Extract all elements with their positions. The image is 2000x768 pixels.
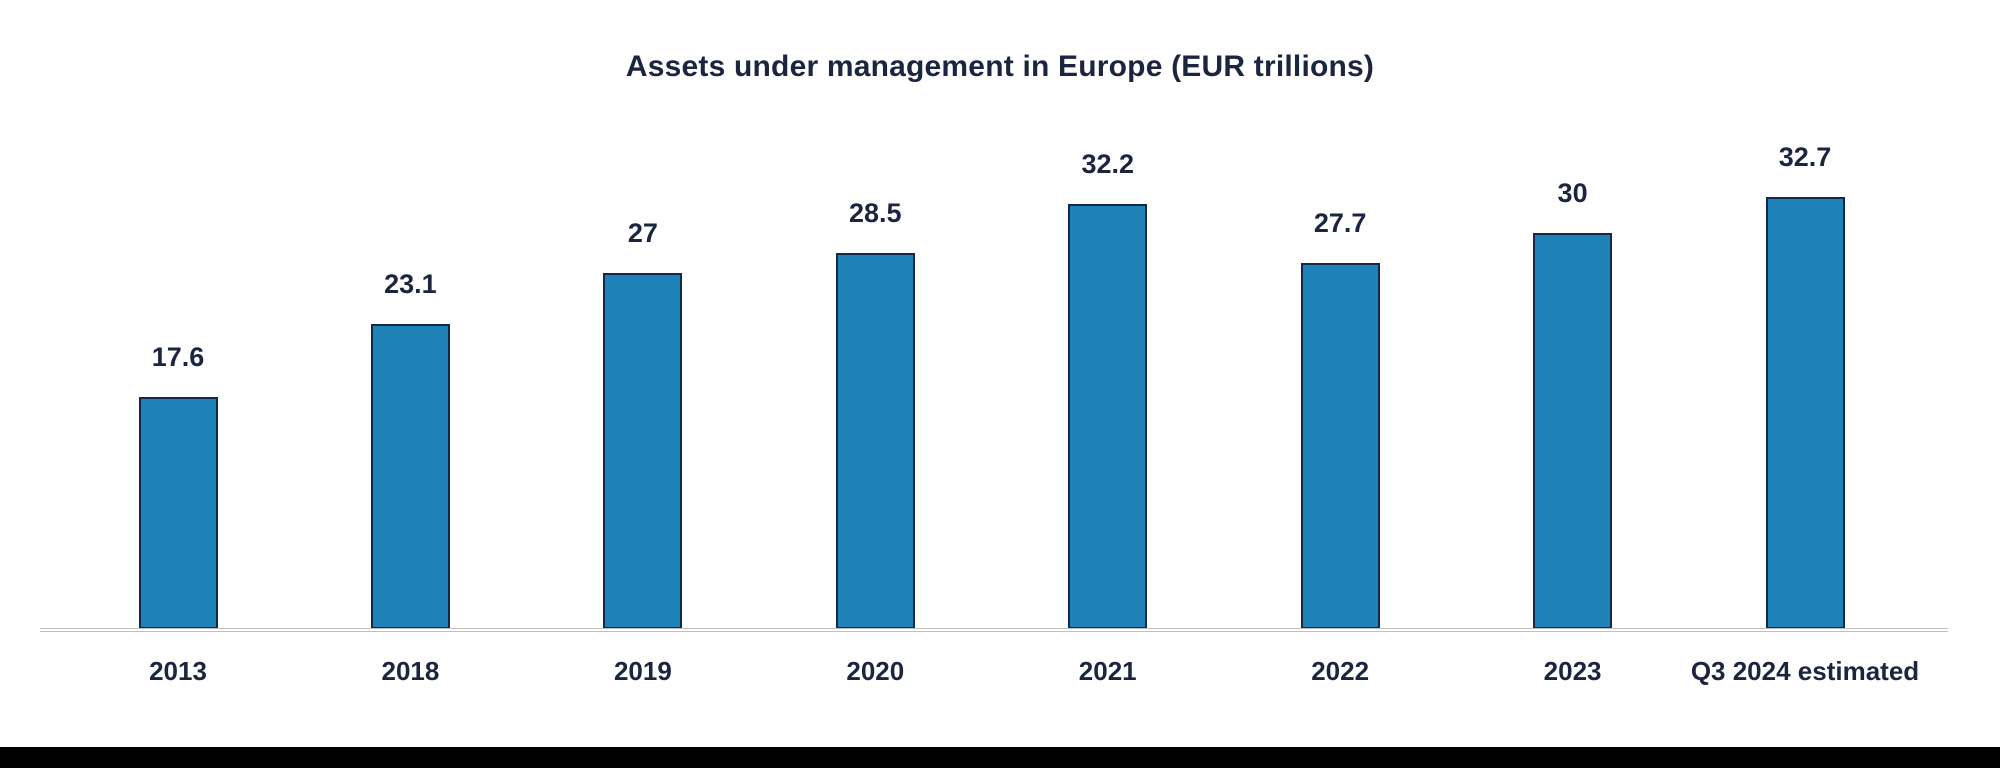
footer-bar [0, 747, 2000, 768]
bar-value-label: 27 [627, 218, 658, 248]
x-axis-label: 2013 [149, 656, 207, 686]
bar-value-label: 17.6 [151, 342, 205, 372]
x-axis-label: 2019 [613, 656, 672, 686]
x-axis-label: 2023 [1543, 656, 1602, 686]
bar-value-label: 32.7 [1778, 142, 1832, 172]
bar [1533, 233, 1613, 629]
x-axis-line [40, 628, 1948, 632]
bar [370, 324, 450, 629]
bar-value-label: 23.1 [384, 269, 437, 299]
bar-value-label: 30 [1557, 178, 1588, 208]
chart-title: Assets under management in Europe (EUR t… [625, 50, 1375, 83]
x-axis-label: 2022 [1311, 656, 1370, 686]
bar-value-label: 28.5 [849, 198, 902, 228]
x-axis-label: 2020 [846, 656, 905, 686]
x-axis-label: Q3 2024 estimated [1690, 656, 1920, 686]
bar [1765, 197, 1845, 629]
bar [138, 397, 218, 629]
bar [835, 253, 915, 629]
bar-value-label: 32.2 [1081, 149, 1134, 179]
bar [603, 273, 683, 629]
bar-value-label: 27.7 [1313, 208, 1367, 238]
x-axis-label: 2018 [381, 656, 440, 686]
bar [1300, 263, 1380, 629]
x-axis-label: 2021 [1078, 656, 1137, 686]
bar [1068, 204, 1148, 629]
